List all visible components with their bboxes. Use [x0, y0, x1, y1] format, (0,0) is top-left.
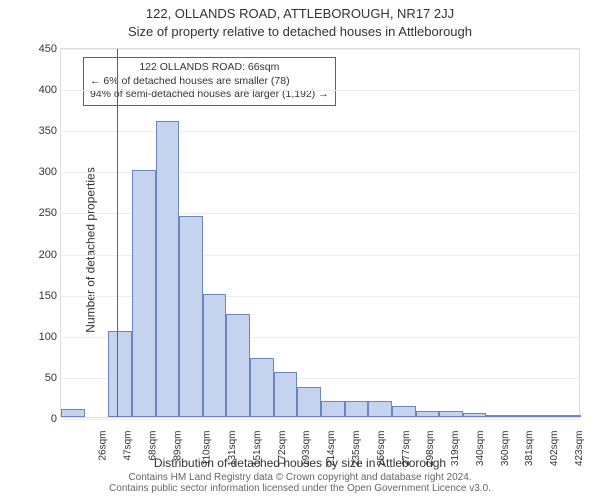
histogram-bar: [274, 372, 298, 417]
x-axis-label: Distribution of detached houses by size …: [0, 456, 600, 470]
reference-line: [117, 49, 118, 417]
marker-legend: 122 OLLANDS ROAD: 66sqm ← 6% of detached…: [83, 57, 336, 106]
y-tick: 350: [39, 125, 61, 137]
y-tick: 300: [39, 166, 61, 178]
histogram-bar: [179, 216, 203, 417]
y-tick: 50: [45, 372, 61, 384]
histogram-bar: [392, 406, 416, 418]
histogram-bar: [321, 401, 345, 417]
histogram-bar: [486, 415, 510, 417]
histogram-bar: [108, 331, 132, 417]
y-tick: 200: [39, 249, 61, 261]
histogram-bar: [557, 415, 581, 417]
histogram-bar: [132, 170, 156, 417]
y-tick: 450: [39, 43, 61, 55]
histogram-bar: [203, 294, 227, 417]
histogram-bar: [156, 121, 180, 417]
footer-line2: Contains public sector information licen…: [109, 483, 491, 494]
y-tick: 100: [39, 331, 61, 343]
histogram-bar: [345, 401, 369, 417]
histogram-bar: [61, 409, 85, 417]
y-tick: 250: [39, 207, 61, 219]
histogram-bar: [534, 415, 558, 417]
footer-line1: Contains HM Land Registry data © Crown c…: [128, 472, 471, 483]
histogram-bar: [297, 387, 321, 417]
histogram-bar: [226, 314, 250, 417]
histogram-bar: [250, 358, 274, 417]
legend-line2: ← 6% of detached houses are smaller (78): [90, 75, 329, 89]
chart-title: 122, OLLANDS ROAD, ATTLEBOROUGH, NR17 2J…: [0, 6, 600, 21]
grid-line: [61, 90, 579, 91]
y-tick: 400: [39, 84, 61, 96]
footer: Contains HM Land Registry data © Crown c…: [0, 472, 600, 494]
histogram-bar: [416, 411, 440, 417]
legend-line1: 122 OLLANDS ROAD: 66sqm: [90, 61, 329, 75]
y-tick: 150: [39, 290, 61, 302]
histogram-bar: [439, 411, 463, 417]
grid-line: [61, 49, 579, 50]
histogram-bar: [368, 401, 392, 417]
chart-container: 122, OLLANDS ROAD, ATTLEBOROUGH, NR17 2J…: [0, 0, 600, 500]
histogram-bar: [463, 413, 487, 417]
grid-line: [61, 419, 579, 420]
histogram-bar: [510, 415, 534, 417]
grid-line: [61, 131, 579, 132]
y-tick: 0: [51, 413, 61, 425]
plot-area: 122 OLLANDS ROAD: 66sqm ← 6% of detached…: [60, 48, 580, 418]
chart-subtitle: Size of property relative to detached ho…: [0, 24, 600, 39]
